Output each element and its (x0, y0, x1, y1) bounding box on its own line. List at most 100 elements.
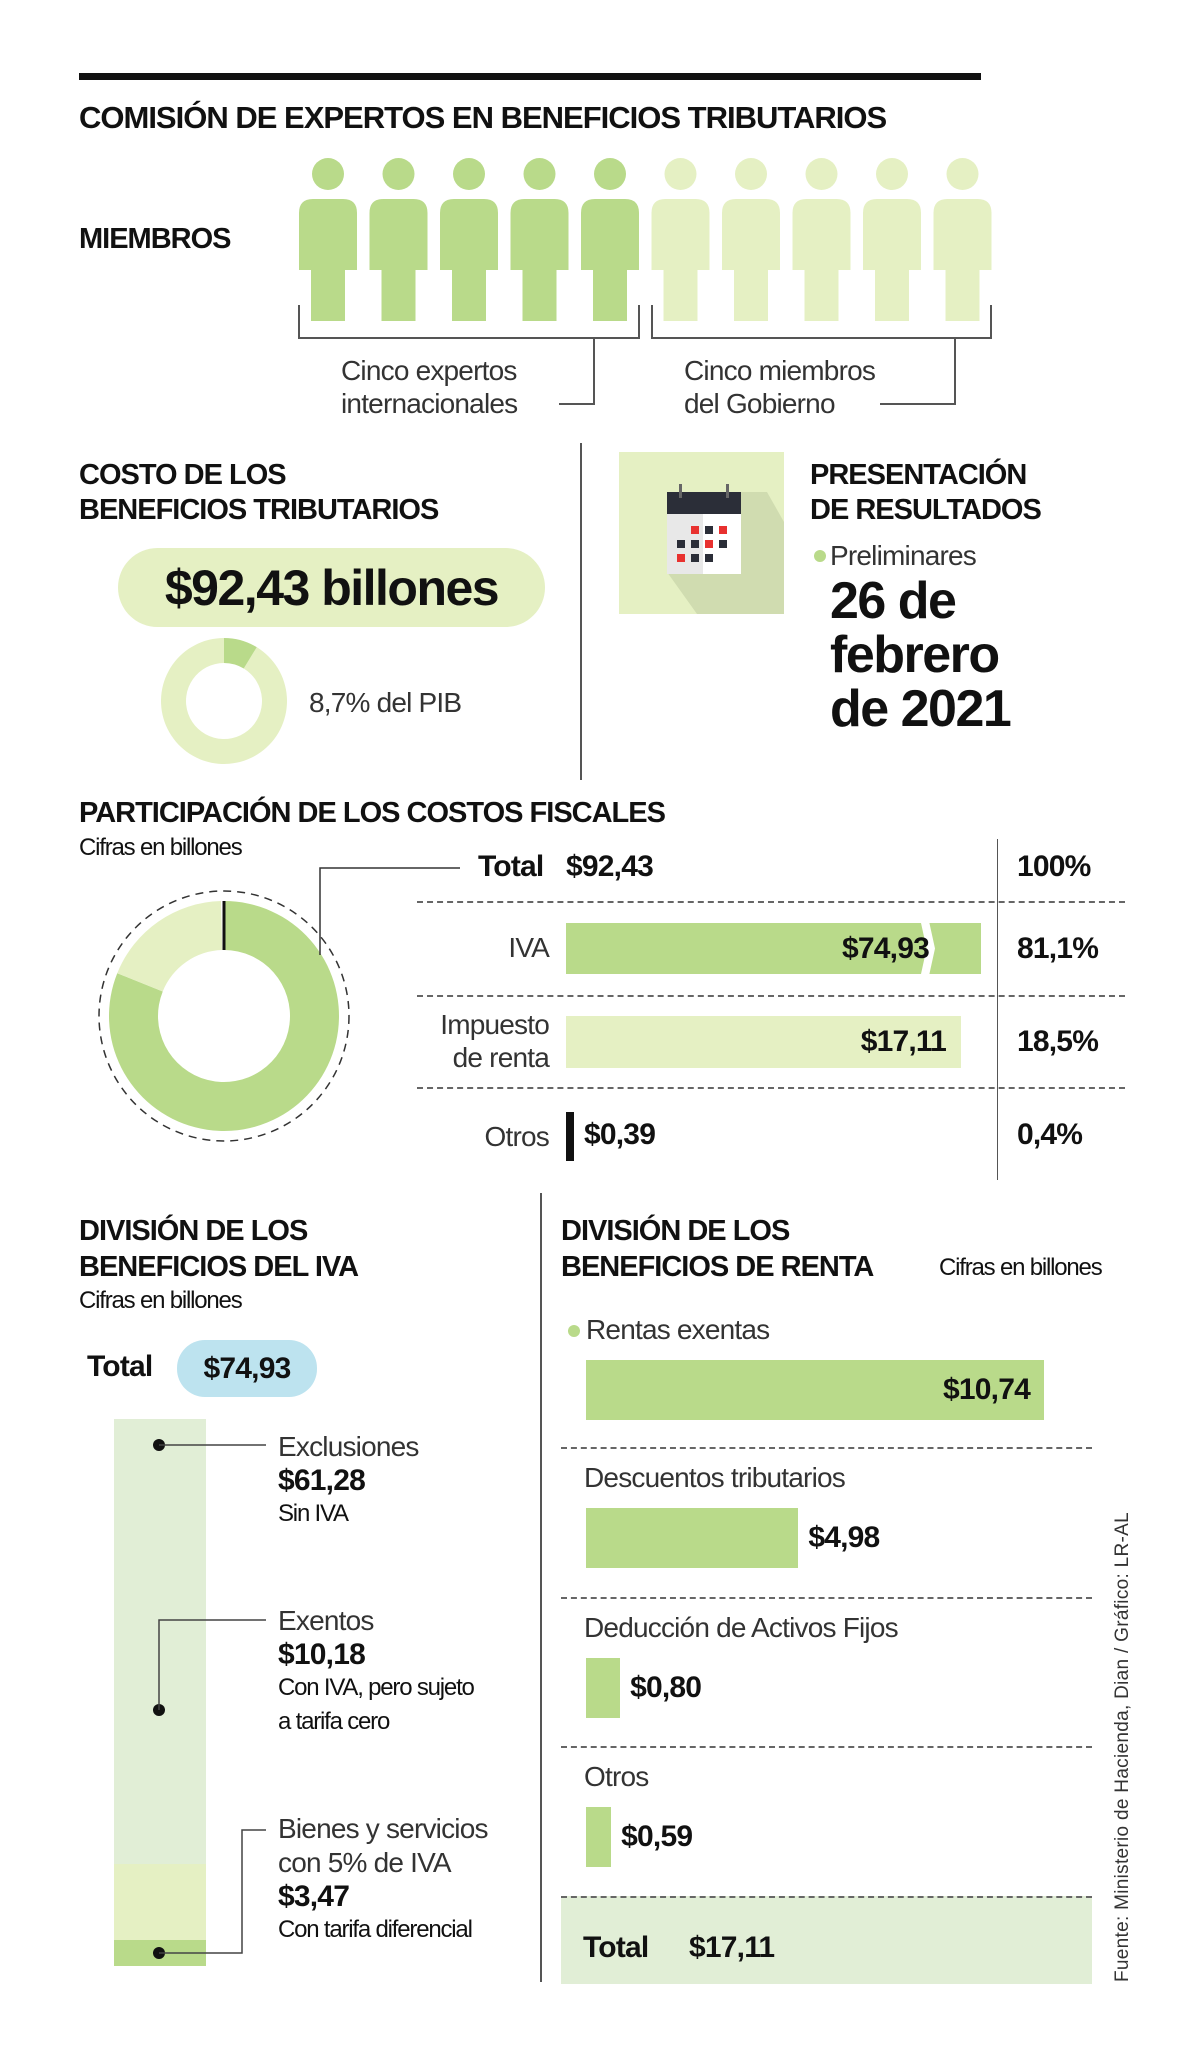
participation-total-value: $92,43 (566, 850, 654, 883)
renta-bar-3 (586, 1807, 612, 1867)
iva-title-2: BENEFICIOS DEL IVA (79, 1251, 359, 1283)
participation-total-label: Total (478, 850, 544, 883)
main-title: COMISIÓN DE EXPERTOS EN BENEFICIOS TRIBU… (79, 100, 887, 135)
participation-percent: 0,4% (1017, 1118, 1083, 1151)
iva-subtitle: Cifras en billones (79, 1287, 243, 1314)
participation-title: PARTICIPACIÓN DE LOS COSTOS FISCALES (79, 797, 666, 829)
renta-value-label: $0,59 (621, 1820, 693, 1853)
government-figure-icon (863, 158, 921, 321)
iva-total-label: Total (87, 1350, 153, 1383)
iva-total-pill: $74,93 (177, 1340, 317, 1397)
source-credit: Fuente: Ministerio de Hacienda, Dian / G… (1112, 1512, 1133, 1982)
renta-category-label: Deducción de Activos Fijos (584, 1612, 899, 1643)
iva-category-label: Exentos (278, 1605, 374, 1636)
row-divider (561, 1746, 1092, 1748)
bar-break-icon (921, 923, 935, 974)
renta-total-value: $17,11 (689, 1931, 775, 1964)
renta-value-label: $10,74 (943, 1373, 1031, 1406)
renta-subtitle: Cifras en billones (939, 1254, 1103, 1281)
iva-note: Con IVA, pero sujeto (278, 1674, 475, 1701)
expert-figure-icon (369, 158, 428, 321)
experts-bracket (298, 305, 640, 339)
government-caption-2: del Gobierno (684, 388, 836, 419)
renta-title-2: BENEFICIOS DE RENTA (561, 1251, 874, 1283)
government-leader (880, 338, 956, 405)
iva-total-value: $74,93 (203, 1351, 292, 1385)
iva-value-label: $61,28 (278, 1464, 366, 1497)
government-bracket (651, 305, 992, 339)
date-line-1: 26 de (830, 572, 957, 630)
participation-category-label: Impuesto (440, 1009, 550, 1040)
presentation-title-2: DE RESULTADOS (810, 494, 1042, 526)
participation-category-label: IVA (508, 932, 549, 963)
iva-value-label: $3,47 (278, 1880, 350, 1913)
pib-slice (224, 638, 257, 669)
experts-caption-2: internacionales (341, 388, 518, 419)
participation-subtitle: Cifras en billones (79, 834, 243, 861)
expert-figure-icon (440, 158, 498, 321)
presentation-title-1: PRESENTACIÓN (810, 459, 1027, 491)
participation-value-label: $0,39 (584, 1118, 656, 1151)
renta-title-1: DIVISIÓN DE LOS (561, 1215, 790, 1247)
government-caption-1: Cinco miembros (684, 355, 876, 386)
bullet-dot (568, 1325, 580, 1337)
iva-segment-1 (114, 1864, 206, 1940)
government-figure-icon (933, 158, 992, 321)
iva-segment-0 (114, 1419, 206, 1864)
renta-category-label: Otros (584, 1761, 649, 1792)
bullet-dot (814, 550, 826, 562)
section-divider (540, 1193, 542, 1982)
iva-note: Sin IVA (278, 1500, 349, 1527)
row-divider (561, 1447, 1092, 1449)
government-figure-icon (651, 158, 710, 321)
experts-leader (559, 338, 595, 405)
calendar-box (619, 452, 784, 614)
participation-total-percent: 100% (1017, 850, 1091, 883)
renta-total-label: Total (583, 1931, 649, 1964)
iva-category-label: con 5% de IVA (278, 1847, 452, 1878)
renta-value-label: $0,80 (630, 1671, 702, 1704)
participation-percent: 18,5% (1017, 1025, 1099, 1058)
iva-category-label: Bienes y servicios (278, 1813, 488, 1844)
renta-bar-0 (586, 1360, 1044, 1420)
participation-category-label: de renta (452, 1042, 550, 1073)
government-figure-icon (722, 158, 780, 321)
members-label: MIEMBROS (79, 223, 231, 255)
iva-title-1: DIVISIÓN DE LOS (79, 1215, 308, 1247)
donut-dashed-outline (98, 890, 350, 1142)
date-line-3: de 2021 (830, 680, 1012, 738)
donut-slice-0 (108, 901, 340, 1131)
row-divider (417, 901, 1125, 903)
iva-category-label: Exclusiones (278, 1431, 419, 1462)
calendar-icon (667, 484, 784, 614)
renta-bar-1 (586, 1508, 799, 1568)
renta-category-label: Descuentos tributarios (584, 1462, 846, 1493)
expert-figure-icon (299, 158, 357, 321)
row-divider (417, 1087, 1125, 1089)
donut-slice-1 (117, 901, 223, 992)
section-divider (580, 443, 582, 780)
participation-bar-1 (566, 1016, 961, 1068)
renta-category-label: Rentas exentas (586, 1314, 770, 1345)
iva-value-label: $10,18 (278, 1638, 366, 1671)
presentation-date: 26 de febrero de 2021 (830, 572, 1012, 738)
renta-bar-2 (586, 1658, 621, 1718)
percent-divider (997, 839, 998, 1180)
participation-percent: 81,1% (1017, 932, 1099, 965)
cost-title-2: BENEFICIOS TRIBUTARIOS (79, 494, 439, 526)
pib-donut-chart (160, 638, 287, 765)
participation-bar-2 (566, 1112, 574, 1161)
row-divider (561, 1597, 1092, 1599)
expert-figure-icon (581, 158, 639, 321)
cost-amount: $92,43 billones (164, 559, 500, 616)
cost-title-1: COSTO DE LOS (79, 459, 287, 491)
date-line-2: febrero (830, 626, 1000, 684)
participation-value-label: $17,11 (860, 1025, 947, 1058)
iva-note: Con tarifa diferencial (278, 1916, 473, 1943)
participation-bar-0 (566, 923, 981, 974)
row-divider (417, 995, 1125, 997)
pib-remainder-slice (160, 638, 287, 765)
participation-value-label: $74,93 (842, 932, 930, 965)
